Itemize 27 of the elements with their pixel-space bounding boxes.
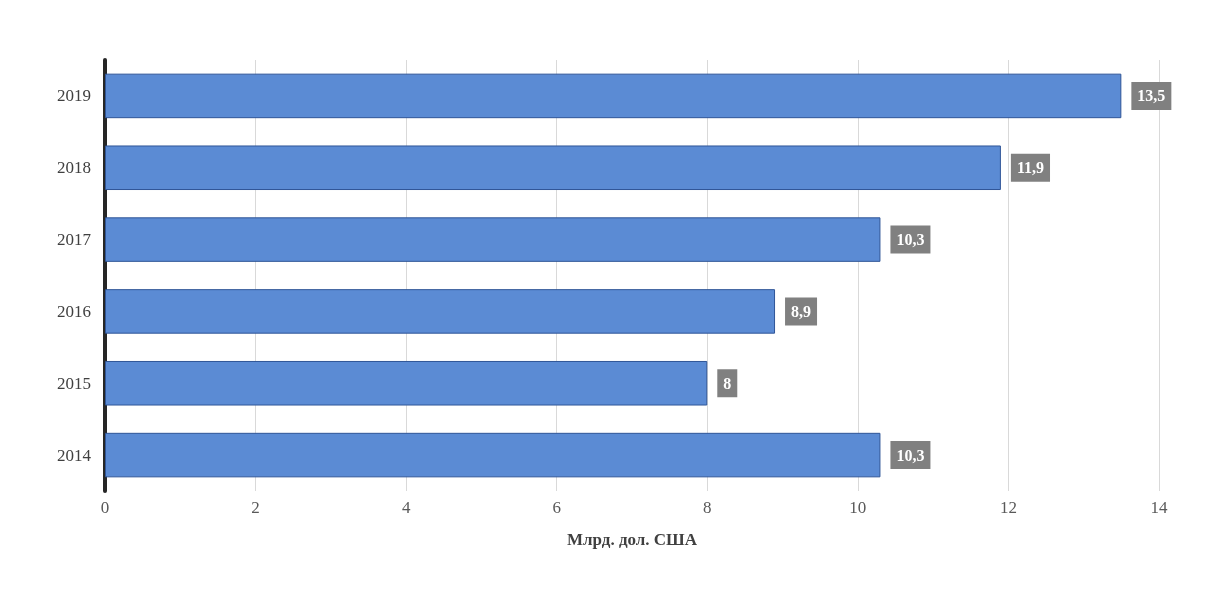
data-label: 8 [723,374,732,392]
x-tick-label: 2 [251,498,260,517]
data-label: 11,9 [1016,159,1045,177]
y-tick-label: 2014 [57,445,92,465]
x-tick-label: 14 [1150,498,1168,517]
data-label: 13,5 [1137,87,1166,105]
x-tick-label: 0 [100,498,110,517]
data-label: 10,3 [896,446,925,464]
bar [105,432,881,478]
y-tick-label: 2017 [57,230,92,250]
x-tick-label: 6 [552,498,561,517]
y-tick-label: 2018 [57,158,91,178]
y-tick-label: 2016 [57,301,91,321]
y-tick-label: 2015 [57,373,91,393]
x-tick-label: 12 [999,498,1017,517]
bar [105,145,1001,191]
bar [105,217,881,262]
bar [105,73,1122,119]
x-tick-label: 10 [849,498,867,517]
data-label: 10,3 [896,231,925,249]
x-tick-label: 4 [401,498,411,517]
x-tick-label: 8 [703,498,712,517]
x-axis-title: Млрд. дол. США [566,530,698,549]
bar [105,360,708,406]
bar [105,289,776,334]
data-label: 8,9 [791,302,812,320]
y-tick-label: 2019 [57,86,91,106]
